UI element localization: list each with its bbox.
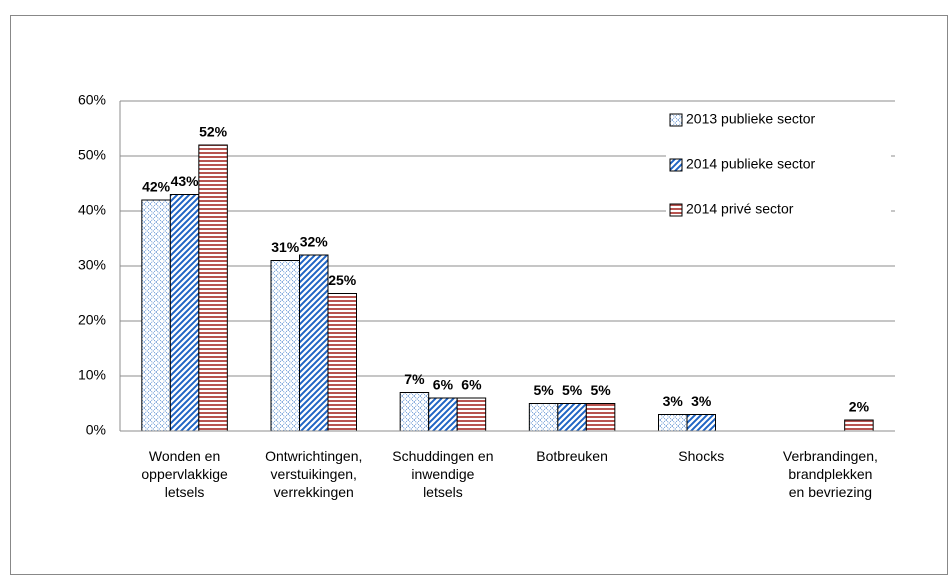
y-tick-label: 60%: [78, 92, 106, 108]
data-label: 3%: [663, 393, 684, 409]
bar: [686, 414, 716, 432]
x-tick-label: Botbreuken: [536, 448, 608, 464]
data-label: 25%: [328, 272, 357, 288]
data-label: 5%: [533, 382, 554, 398]
bar: [456, 397, 487, 432]
data-label: 6%: [433, 377, 454, 393]
data-label: 2%: [849, 399, 870, 415]
bar: [528, 403, 559, 432]
bar: [399, 392, 430, 432]
legend-label: 2014 privé sector: [686, 201, 794, 217]
data-label: 52%: [199, 124, 228, 140]
legend-bg: [666, 198, 891, 222]
x-tick-label: Wonden en oppervlakkige letsels: [141, 448, 228, 500]
data-label: 5%: [562, 382, 583, 398]
legend-bg: [666, 108, 891, 132]
data-label: 3%: [691, 393, 712, 409]
y-tick-label: 0%: [86, 422, 106, 438]
y-tick-label: 30%: [78, 257, 106, 273]
bar: [270, 260, 300, 432]
legend-bg: [666, 153, 891, 177]
bar: [141, 199, 171, 432]
data-label: 7%: [404, 371, 425, 387]
x-tick-label: Verbrandingen, brandplekken en bevriezin…: [782, 448, 878, 500]
bar: [844, 419, 874, 432]
bar: [169, 194, 200, 432]
y-tick-label: 40%: [78, 202, 106, 218]
bar: [658, 414, 688, 432]
y-tick-label: 10%: [78, 367, 106, 383]
x-tick-label: Ontwrichtingen, verstuikingen, verrekkin…: [265, 448, 363, 500]
y-tick-label: 50%: [78, 147, 106, 163]
data-label: 32%: [300, 234, 329, 250]
legend-label: 2014 publieke sector: [686, 156, 816, 172]
legend-swatch: [669, 158, 683, 172]
data-label: 5%: [590, 382, 611, 398]
legend-label: 2013 publieke sector: [686, 111, 816, 127]
data-label: 31%: [271, 239, 300, 255]
bar: [198, 144, 228, 432]
data-label: 42%: [142, 179, 171, 195]
y-tick-label: 20%: [78, 312, 106, 328]
x-tick-label: Shocks: [678, 448, 725, 464]
bar: [428, 397, 458, 432]
bar: [299, 254, 329, 432]
data-label: 6%: [461, 377, 482, 393]
bar: [557, 403, 587, 432]
x-tick-label: Schuddingen en inwendige letsels: [392, 448, 494, 500]
chart-border: [10, 15, 948, 575]
bar: [327, 293, 357, 432]
bar: [585, 403, 616, 432]
data-label: 43%: [171, 173, 200, 189]
legend-swatch: [669, 203, 683, 217]
legend-swatch: [669, 113, 683, 127]
